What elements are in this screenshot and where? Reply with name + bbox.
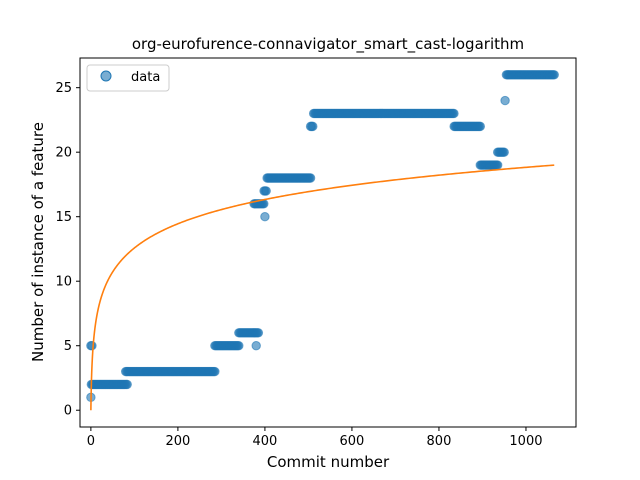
- data-point: [499, 147, 509, 157]
- x-tick-label: 0: [87, 434, 95, 449]
- y-axis: 0 5 10 15 20 25: [55, 81, 80, 419]
- data-point: [308, 121, 318, 132]
- y-tick-label: 10: [55, 275, 72, 290]
- fit-curve: [90, 164, 555, 411]
- x-tick-label: 600: [340, 434, 365, 449]
- data-point: [253, 328, 264, 338]
- x-axis-label: Commit number: [267, 453, 390, 471]
- data-point: [492, 160, 503, 170]
- y-tick-label: 5: [64, 339, 72, 354]
- data-point: [251, 341, 261, 351]
- x-tick-label: 200: [165, 434, 190, 449]
- data-point: [260, 212, 270, 222]
- legend-marker-data: [100, 70, 112, 82]
- data-point: [305, 173, 316, 183]
- y-tick-label: 0: [64, 404, 72, 419]
- y-tick-label: 25: [55, 81, 72, 96]
- data-point: [500, 95, 510, 106]
- data-point: [234, 341, 244, 351]
- data-point: [122, 379, 132, 390]
- y-tick-label: 20: [55, 146, 72, 161]
- data-point: [475, 121, 485, 132]
- x-axis: 0 200 400 600 800 1000: [87, 427, 543, 449]
- axes-frame: [79, 57, 577, 428]
- y-tick-label: 15: [55, 210, 72, 225]
- data-point: [449, 108, 459, 119]
- chart-title: org-eurofurence-connavigator_smart_cast-…: [132, 35, 524, 54]
- y-axis-label: Number of instance of a feature: [29, 122, 47, 362]
- legend: data: [86, 64, 170, 92]
- data-point: [87, 341, 97, 351]
- legend-label-data: data: [131, 70, 160, 85]
- plot-area: [86, 70, 559, 411]
- x-tick-label: 800: [427, 434, 452, 449]
- data-point: [549, 70, 559, 80]
- x-tick-label: 400: [252, 434, 277, 449]
- data-point: [210, 366, 220, 377]
- data-point: [261, 186, 271, 196]
- x-tick-label: 1000: [509, 434, 542, 449]
